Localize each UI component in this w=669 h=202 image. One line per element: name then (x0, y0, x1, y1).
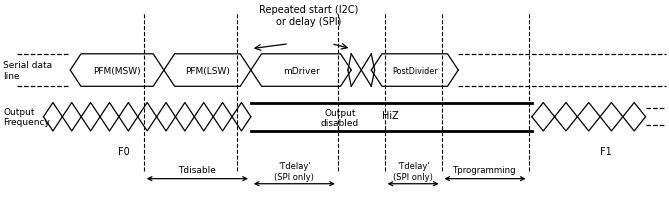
Text: 'Tdelay'
(SPI only): 'Tdelay' (SPI only) (393, 161, 433, 181)
Text: F1: F1 (599, 146, 611, 156)
Text: Output
Frequency: Output Frequency (3, 107, 50, 127)
Text: Tdisable: Tdisable (179, 165, 216, 174)
Text: PFM(LSW): PFM(LSW) (185, 66, 230, 75)
Text: mDriver: mDriver (283, 66, 319, 75)
Text: F0: F0 (118, 146, 130, 156)
Text: HiZ: HiZ (382, 110, 399, 120)
Text: Tprogramming: Tprogramming (453, 165, 517, 174)
Text: 'Tdelay'
(SPI only): 'Tdelay' (SPI only) (274, 161, 314, 181)
Text: Repeated start (I2C)
or delay (SPI): Repeated start (I2C) or delay (SPI) (260, 5, 359, 26)
Text: PFM(MSW): PFM(MSW) (93, 66, 141, 75)
Text: Serial data
line: Serial data line (3, 61, 52, 80)
Text: PostDivider: PostDivider (392, 66, 438, 75)
Text: Output
disabled: Output disabled (320, 108, 359, 128)
